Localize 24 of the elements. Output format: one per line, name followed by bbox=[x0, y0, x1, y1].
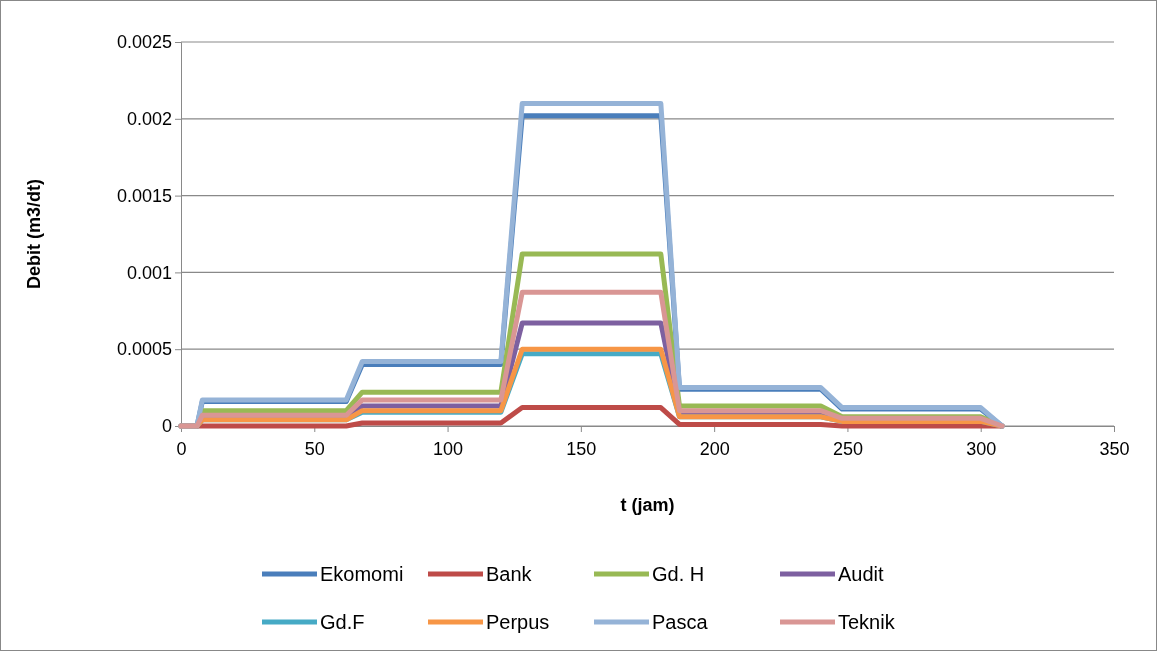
y-axis-title: Debit (m3/dt) bbox=[24, 179, 44, 289]
legend-label: Ekomomi bbox=[320, 563, 404, 585]
legend-label: Gd.F bbox=[320, 611, 365, 633]
x-tick-label: 100 bbox=[433, 438, 464, 459]
y-tick-label: 0.001 bbox=[126, 262, 172, 283]
legend-label: Audit bbox=[838, 563, 885, 585]
legend-label: Teknik bbox=[838, 611, 896, 633]
y-tick-label: 0.0015 bbox=[116, 185, 172, 206]
x-axis-title: t (jam) bbox=[620, 495, 675, 515]
x-tick-label: 350 bbox=[1099, 438, 1130, 459]
x-tick-label: 150 bbox=[566, 438, 597, 459]
x-tick-label: 200 bbox=[699, 438, 730, 459]
legend-label: Bank bbox=[486, 563, 533, 585]
y-tick-label: 0.0025 bbox=[116, 32, 172, 53]
y-tick-label: 0.002 bbox=[126, 109, 172, 130]
x-tick-label: 50 bbox=[304, 438, 325, 459]
x-tick-label: 250 bbox=[832, 438, 863, 459]
y-tick-label: 0.0005 bbox=[116, 339, 172, 360]
x-tick-label: 0 bbox=[176, 438, 187, 459]
x-tick-label: 300 bbox=[966, 438, 997, 459]
legend-label: Gd. H bbox=[652, 563, 705, 585]
y-tick-label: 0 bbox=[161, 416, 172, 437]
legend-label: Perpus bbox=[486, 611, 550, 633]
legend-label: Pasca bbox=[652, 611, 709, 633]
